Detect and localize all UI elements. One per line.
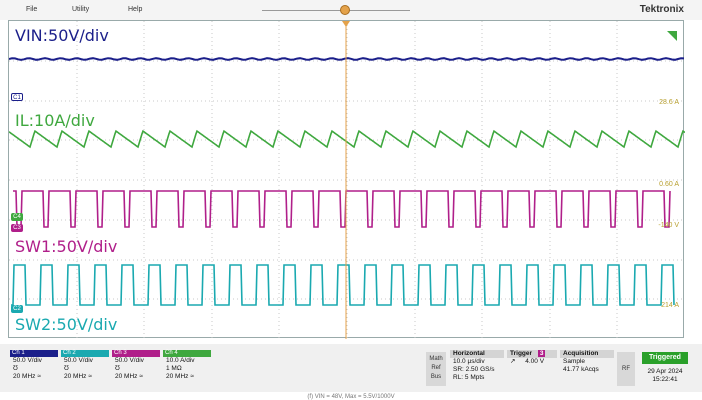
ch1-header: Ch 1 — [10, 350, 58, 357]
trigger-title-text: Trigger — [510, 350, 533, 357]
ch2-header: Ch 2 — [61, 350, 109, 357]
trigger-position-track — [262, 10, 410, 11]
sw1-label: SW1:50V/div — [15, 237, 118, 256]
ch2-settings-box[interactable]: Ch 2 50.0 V/div Ʊ 20 MHz ≈ — [61, 350, 109, 386]
trigger-position-marker[interactable] — [340, 5, 350, 15]
ch2-coupling: Ʊ — [64, 365, 69, 372]
acquisition-panel[interactable]: Acquisition Sample 41.77 kAcqs — [560, 350, 614, 374]
waveform-display[interactable]: VIN:50V/div IL:10A/div SW1:50V/div SW2:5… — [8, 20, 685, 339]
bus-label: Bus — [430, 374, 442, 380]
ch2-ground-tag[interactable]: C2 — [11, 305, 23, 313]
menu-utility[interactable]: Utility — [72, 6, 90, 13]
trigger-source-badge: 3 — [537, 350, 546, 357]
graticule — [9, 21, 685, 339]
trigger-level: 4.00 V — [525, 358, 545, 365]
readout-2: 0.60 A — [659, 181, 679, 188]
ch4-header: Ch 4 — [163, 350, 211, 357]
math-ref-bus-button[interactable]: Math Ref Bus — [426, 352, 446, 386]
ch3-scale: 50.0 V/div — [115, 357, 144, 364]
sample-rate: SR: 2.50 GS/s — [453, 366, 495, 373]
ch1-ground-tag[interactable]: C1 — [11, 93, 23, 101]
acquisition-mode: Sample — [563, 358, 586, 365]
ch4-waveform — [9, 129, 685, 149]
ch4-offset-marker — [667, 31, 677, 41]
ch1-settings-box[interactable]: Ch 1 50.0 V/div Ʊ 20 MHz ≈ — [10, 350, 58, 386]
vin-label: VIN:50V/div — [15, 26, 109, 45]
ch4-settings-box[interactable]: Ch 4 10.0 A/div 1 MΩ 20 MHz ≈ — [163, 350, 211, 386]
ch2-waveform — [11, 264, 675, 306]
ch1-scale: 50.0 V/div — [13, 357, 42, 364]
horizontal-panel[interactable]: Horizontal 10.0 μs/div SR: 2.50 GS/s RL:… — [450, 350, 504, 382]
trigger-panel[interactable]: Trigger 3 ↗ 4.00 V — [507, 350, 557, 366]
menu-bar: File Utility Help Tektronix — [0, 0, 702, 20]
ch2-scale: 50.0 V/div — [64, 357, 93, 364]
figure-caption: (f) VIN = 48V, Max = 5.5V/1000V — [307, 394, 395, 400]
ch3-waveform — [13, 190, 671, 228]
trigger-time-marker — [342, 21, 350, 27]
time: 15:22:41 — [652, 376, 678, 383]
ch1-bandwidth: 20 MHz ≈ — [13, 373, 41, 380]
date: 29 Apr 2024 — [647, 368, 683, 375]
ch4-scale: 10.0 A/div — [166, 357, 195, 364]
ch3-bandwidth: 20 MHz ≈ — [115, 373, 143, 380]
waveform-canvas — [9, 21, 685, 339]
triggered-status-badge[interactable]: Triggered — [642, 352, 688, 364]
horizontal-title: Horizontal — [450, 350, 504, 358]
ch3-settings-box[interactable]: Ch 3 50.0 V/div Ʊ 20 MHz ≈ — [112, 350, 160, 386]
ch1-coupling: Ʊ — [13, 365, 18, 372]
ch3-coupling: Ʊ — [115, 365, 120, 372]
readout-1: 28.6 A — [659, 99, 679, 106]
sw2-label: SW2:50V/div — [15, 315, 118, 334]
ch3-header: Ch 3 — [112, 350, 160, 357]
acquisition-title: Acquisition — [560, 350, 614, 358]
ch4-bandwidth: 20 MHz ≈ — [166, 373, 194, 380]
ch4-ground-tag[interactable]: C4 — [11, 213, 23, 221]
rising-edge-icon: ↗ — [510, 358, 516, 365]
il-label: IL:10A/div — [15, 111, 95, 130]
trigger-title: Trigger 3 — [507, 350, 557, 358]
brand-logo: Tektronix — [639, 4, 684, 15]
readout-4: 214 A — [661, 302, 679, 309]
math-label: Math — [429, 356, 443, 362]
status-bar: Ch 1 50.0 V/div Ʊ 20 MHz ≈ Ch 2 50.0 V/d… — [0, 344, 702, 392]
date-time: 29 Apr 2024 15:22:41 — [642, 368, 688, 384]
trigger-level-row: ↗ 4.00 V — [507, 358, 557, 366]
rf-button[interactable]: RF — [617, 352, 635, 386]
ref-label: Ref — [431, 365, 441, 371]
ch4-coupling: 1 MΩ — [166, 365, 182, 372]
acquisition-count: 41.77 kAcqs — [563, 366, 599, 373]
readout-3: -140 V — [658, 222, 679, 229]
menu-help[interactable]: Help — [128, 6, 143, 13]
ch2-bandwidth: 20 MHz ≈ — [64, 373, 92, 380]
ch3-ground-tag[interactable]: C3 — [11, 224, 23, 232]
record-length: RL: 5 Mpts — [453, 374, 485, 381]
menu-file[interactable]: File — [26, 6, 38, 13]
horizontal-scale: 10.0 μs/div — [453, 358, 485, 365]
